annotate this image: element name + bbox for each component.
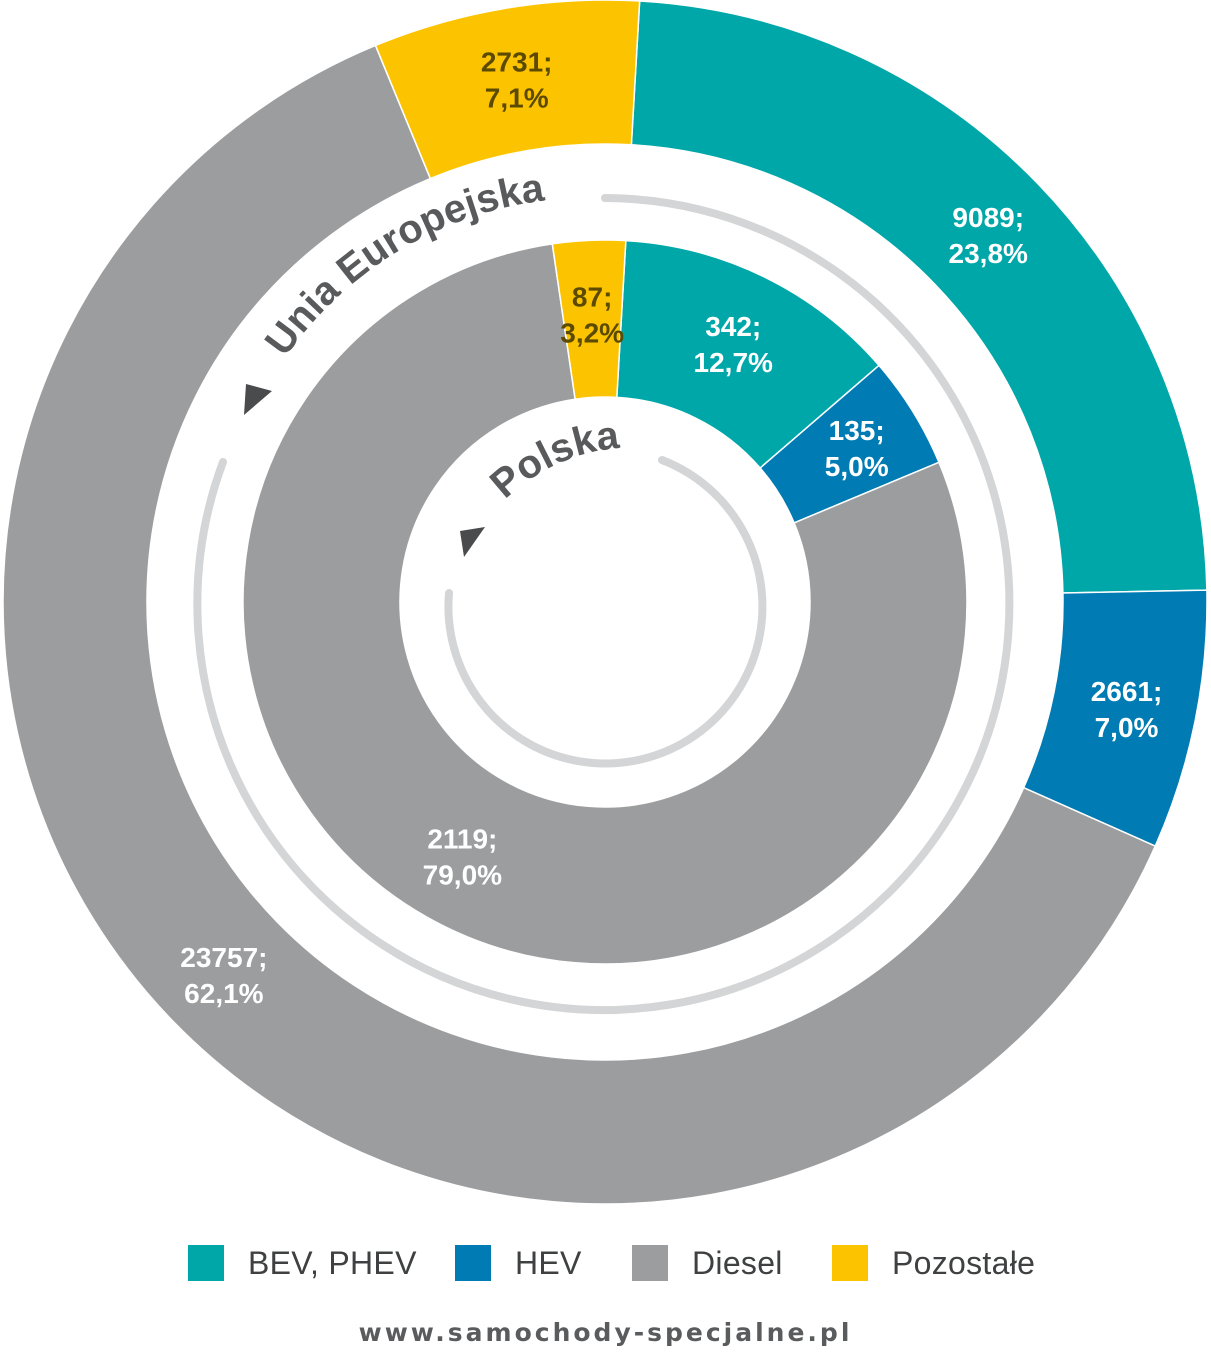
label-value: 9089; bbox=[952, 202, 1024, 233]
label-pl-diesel: 2119; 79,0% bbox=[423, 823, 502, 890]
outer-arrow-icon bbox=[244, 384, 272, 415]
label-percent: 79,0% bbox=[423, 859, 502, 890]
label-value: 87; bbox=[572, 281, 612, 312]
label-eu-bev-phev: 9089; 23,8% bbox=[949, 202, 1028, 269]
label-percent: 62,1% bbox=[184, 978, 263, 1009]
label-pl-pozosta-e: 87; 3,2% bbox=[560, 281, 624, 348]
inner-ring-pl bbox=[242, 239, 968, 965]
slice-eu-diesel bbox=[2, 44, 1157, 1205]
label-value: 2119; bbox=[427, 823, 497, 854]
label-percent: 7,1% bbox=[485, 82, 549, 113]
label-pl-bev-phev: 342; 12,7% bbox=[694, 311, 773, 378]
label-percent: 5,0% bbox=[825, 451, 889, 482]
outer-guide-arc bbox=[193, 194, 1014, 1014]
label-value: 342; bbox=[705, 311, 761, 342]
footer-website: www.samochody-specjalne.pl bbox=[358, 1318, 853, 1347]
legend-label-bev-phev: BEV, PHEV bbox=[248, 1244, 417, 1281]
label-percent: 3,2% bbox=[560, 317, 624, 348]
legend-swatch-hev bbox=[455, 1245, 491, 1281]
label-eu-hev: 2661; 7,0% bbox=[1091, 676, 1163, 743]
legend-item-pozostale: Pozostałe bbox=[832, 1238, 1035, 1288]
legend-item-bev-phev: BEV, PHEV bbox=[188, 1238, 417, 1288]
label-value: 23757; bbox=[180, 942, 267, 973]
legend-item-diesel: Diesel bbox=[632, 1238, 783, 1288]
inner-arrow-icon bbox=[460, 527, 485, 557]
label-percent: 12,7% bbox=[694, 347, 773, 378]
slice-pl-bev-phev bbox=[616, 239, 881, 470]
slice-eu-bev-phev bbox=[630, 0, 1208, 594]
legend-swatch-pozostale bbox=[832, 1245, 868, 1281]
inner-guide-arc bbox=[444, 456, 767, 768]
nested-donut-chart: Unia Europejska Polska 9089; 23,8%2661; 7,… bbox=[2, 0, 1208, 1205]
label-pl-hev: 135; 5,0% bbox=[825, 415, 889, 482]
legend-label-hev: HEV bbox=[515, 1244, 582, 1281]
slice-pl-pozosta-e bbox=[551, 239, 627, 401]
label-percent: 7,0% bbox=[1095, 712, 1159, 743]
legend-swatch-diesel bbox=[632, 1245, 668, 1281]
legend-swatch-bev-phev bbox=[188, 1245, 224, 1281]
slice-pl-diesel bbox=[242, 243, 968, 965]
legend-label-pozostale: Pozostałe bbox=[892, 1244, 1036, 1281]
segment-labels: 9089; 23,8% 2661; 7,0% 23757; 62,1% 2731; 7,1% 3… bbox=[180, 46, 1162, 1009]
legend-item-hev: HEV bbox=[455, 1238, 582, 1288]
legend-label-diesel: Diesel bbox=[692, 1244, 783, 1281]
label-percent: 23,8% bbox=[949, 238, 1028, 269]
slice-eu-pozosta-e bbox=[374, 0, 641, 180]
label-value: 135; bbox=[829, 415, 885, 446]
label-value: 2731; bbox=[481, 46, 553, 77]
outer-ring-eu bbox=[2, 0, 1208, 1205]
inner-ring-title: Polska bbox=[482, 413, 622, 507]
label-value: 2661; bbox=[1091, 676, 1163, 707]
label-eu-pozosta-e: 2731; 7,1% bbox=[481, 46, 553, 113]
label-eu-diesel: 23757; 62,1% bbox=[180, 942, 267, 1009]
legend: BEV, PHEV HEV Diesel Pozostałe bbox=[0, 1238, 1211, 1288]
